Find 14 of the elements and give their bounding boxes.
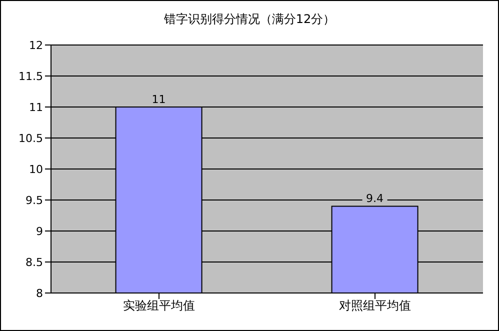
x-tick-label: 实验组平均值 [123, 298, 195, 313]
y-tick-label: 10 [29, 162, 43, 176]
y-tick-label: 8.5 [26, 256, 43, 269]
y-tick-label: 11 [29, 100, 43, 114]
y-tick-label: 8 [36, 286, 43, 300]
y-tick-label: 9 [36, 224, 43, 238]
data-label: 9.4 [366, 192, 384, 206]
chart-title: 错字识别得分情况（满分12分） [162, 11, 336, 28]
x-tick-label: 对照组平均值 [339, 298, 411, 313]
y-tick-label: 9.5 [26, 194, 43, 207]
y-tick-label: 10.5 [18, 132, 43, 145]
y-tick-label: 12 [29, 38, 43, 52]
y-tick-label: 11.5 [18, 70, 43, 83]
data-label: 11 [152, 93, 166, 106]
